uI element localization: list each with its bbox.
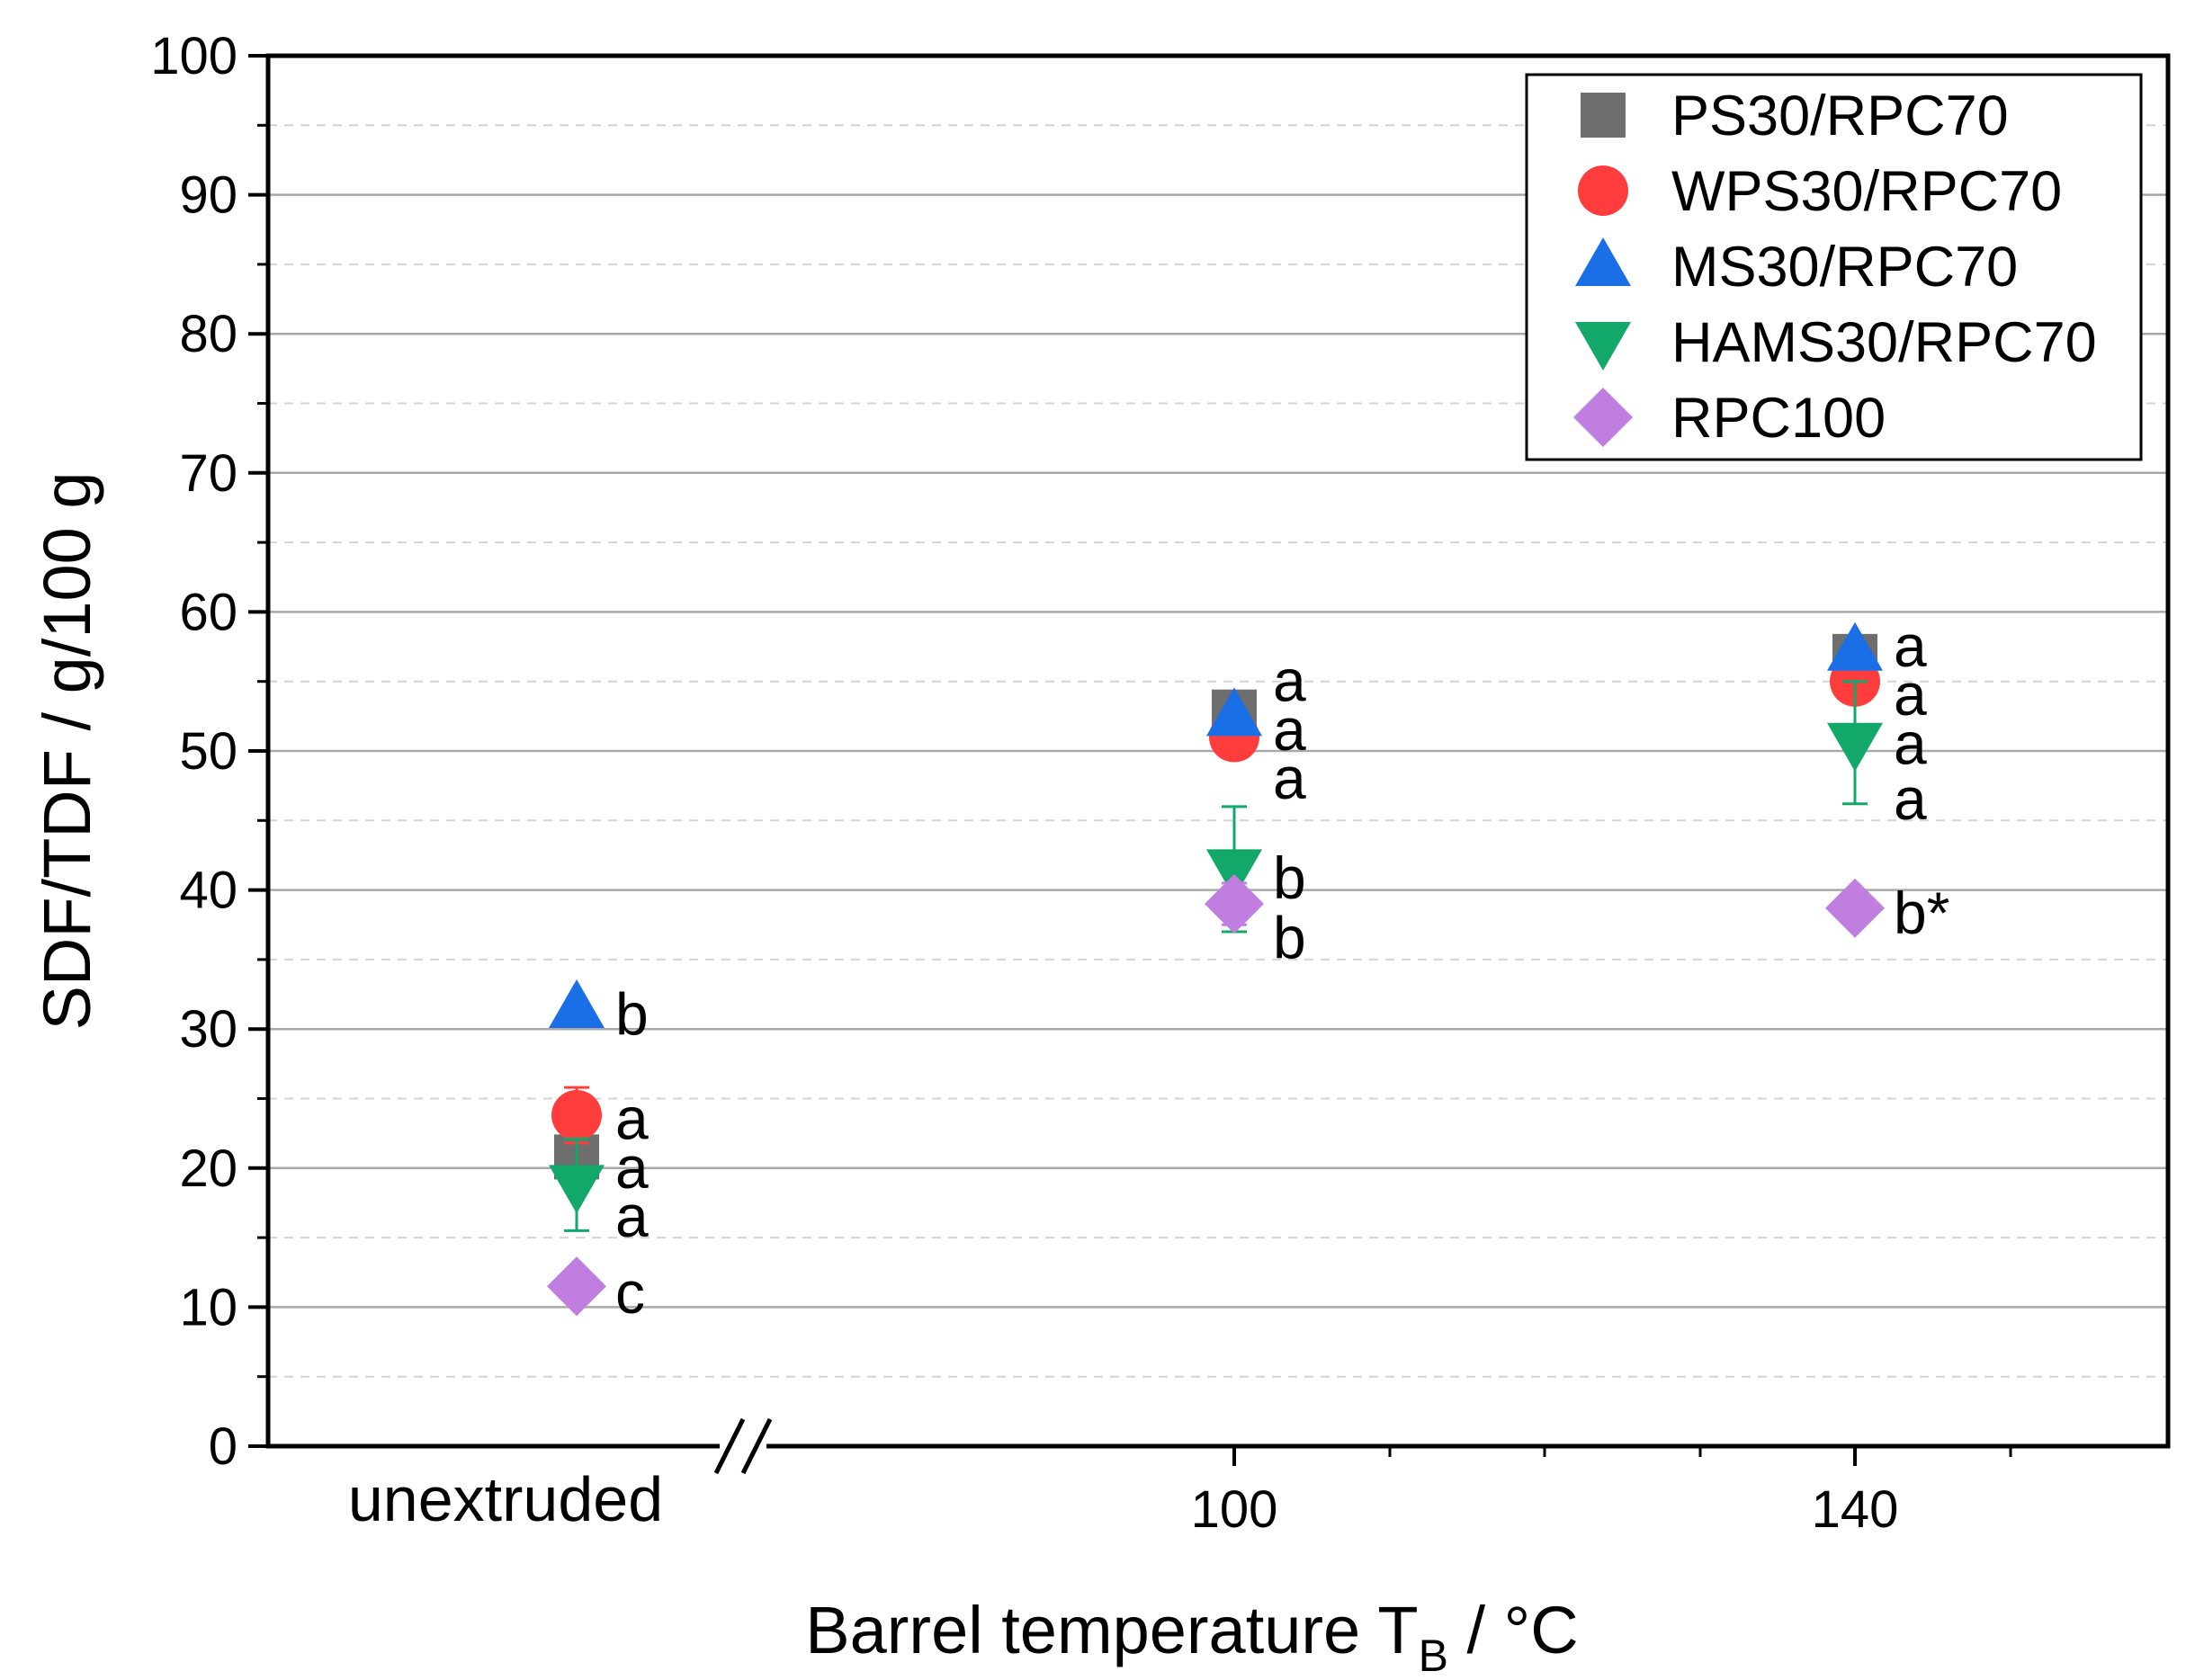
y-tick-label: 10	[179, 1278, 237, 1336]
data-point	[1827, 722, 1883, 772]
significance-letter: a	[1894, 710, 1927, 776]
data-point	[1206, 687, 1262, 737]
axis-break-slash	[713, 1417, 746, 1475]
legend-marker	[1573, 388, 1633, 447]
y-tick-label: 30	[179, 1000, 237, 1059]
significance-letter: a	[1273, 696, 1306, 763]
significance-letter: a	[1894, 661, 1927, 728]
data-point	[1827, 621, 1883, 671]
axis-break-slash	[740, 1417, 773, 1475]
x-axis-title-main: Barrel temperature T	[805, 1593, 1418, 1667]
y-tick-label: 80	[179, 305, 237, 363]
y-tick-label: 20	[179, 1139, 237, 1198]
legend-label: MS30/RPC70	[1671, 236, 2018, 299]
x-tick-label: 140	[1812, 1480, 1899, 1539]
y-tick-label: 0	[209, 1417, 237, 1476]
legend-marker	[1575, 237, 1631, 286]
x-axis-title-unit: / °C	[1448, 1593, 1579, 1667]
significance-letter: b*	[1894, 880, 1949, 946]
x-axis-title: Barrel temperature TB / °C	[805, 1593, 1578, 1680]
significance-letter: a	[615, 1183, 649, 1249]
legend-label: WPS30/RPC70	[1671, 160, 2062, 223]
data-point	[547, 1256, 606, 1317]
data-point	[1825, 878, 1885, 938]
data-point	[549, 979, 605, 1029]
y-tick-label: 50	[179, 722, 237, 781]
mark-layer	[547, 621, 1885, 1317]
y-tick-label: 100	[150, 27, 237, 85]
legend-marker	[1578, 165, 1628, 216]
x-axis-title-subscript: B	[1419, 1631, 1448, 1680]
significance-letter: c	[615, 1259, 645, 1326]
y-axis-title: SDF/TDF / g/100 g	[30, 472, 104, 1031]
legend-label: PS30/RPC70	[1671, 85, 2009, 147]
legend-marker	[1581, 93, 1626, 138]
significance-letter: b	[1273, 905, 1306, 971]
y-tick-label: 60	[179, 583, 237, 641]
data-point	[551, 1090, 602, 1141]
significance-letter: a	[615, 1134, 649, 1201]
significance-letter: b	[1273, 844, 1306, 911]
legend: PS30/RPC70 WPS30/RPC70 MS30/RPC70 HAMS30/RP…	[1525, 73, 2143, 461]
significance-letter: a	[1894, 765, 1927, 832]
y-tick-label: 40	[179, 862, 237, 920]
y-tick-label: 90	[179, 166, 237, 225]
y-tick-label: 70	[179, 444, 237, 503]
legend-box	[1525, 73, 2143, 461]
legend-label: RPC100	[1671, 387, 1886, 450]
significance-letter: b	[615, 981, 649, 1048]
data-point	[1205, 874, 1264, 934]
significance-letter: a	[615, 1086, 649, 1152]
x-category-label: unextruded	[348, 1464, 663, 1534]
significance-letter: a	[1273, 745, 1306, 811]
significance-letter: a	[1894, 612, 1927, 679]
data-point	[1206, 849, 1262, 898]
legend-label: HAMS30/RPC70	[1671, 311, 2097, 374]
axis-layer: 0 10 20 30 40 50 60 70 80 90 100 unextruded 100 140	[150, 27, 2012, 1539]
legend-marker	[1575, 322, 1631, 371]
data-point	[549, 1165, 605, 1214]
significance-letter: a	[1273, 648, 1306, 714]
x-tick-label: 100	[1191, 1480, 1278, 1539]
